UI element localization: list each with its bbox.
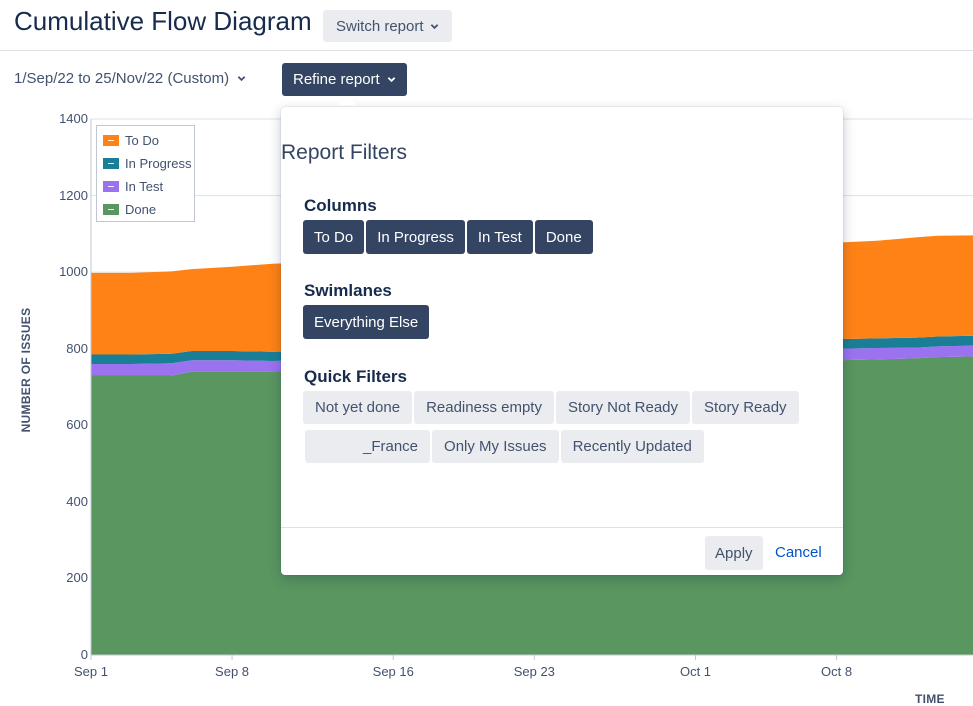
- columns-filter-group: To Do In Progress In Test Done: [303, 220, 593, 254]
- x-tick-label: Oct 1: [679, 664, 712, 679]
- y-tick-label: 1400: [59, 111, 88, 126]
- header-divider: [0, 50, 973, 51]
- cancel-link[interactable]: Cancel: [775, 544, 822, 561]
- refine-report-label: Refine report: [293, 71, 380, 88]
- legend-item-in-progress[interactable]: In Progress: [97, 152, 194, 175]
- quick-filter-only-my-issues[interactable]: Only My Issues: [432, 430, 559, 463]
- legend-swatch: [103, 181, 119, 192]
- column-toggle-in-progress[interactable]: In Progress: [366, 220, 465, 254]
- quick-filters-row-1: Not yet done Readiness empty Story Not R…: [303, 391, 799, 424]
- quick-filter-story-ready[interactable]: Story Ready: [692, 391, 799, 424]
- column-toggle-in-test[interactable]: In Test: [466, 220, 533, 254]
- legend-label: Done: [125, 202, 157, 217]
- x-tick-label: Sep 8: [215, 664, 250, 679]
- column-toggle-done[interactable]: Done: [534, 220, 593, 254]
- x-tick-label: Oct 8: [821, 664, 853, 679]
- swimlane-toggle-everything-else[interactable]: Everything Else: [303, 305, 430, 339]
- y-tick-label: 1000: [59, 264, 88, 280]
- quick-filter-not-yet-done[interactable]: Not yet done: [303, 391, 413, 424]
- y-tick-label: 200: [66, 570, 88, 586]
- x-tick-label: Sep 23: [513, 664, 555, 679]
- legend-swatch: [103, 135, 119, 146]
- page-title: Cumulative Flow Diagram: [14, 6, 312, 36]
- popup-caret: [338, 96, 356, 105]
- chevron-down-icon: [387, 77, 396, 83]
- legend-label: In Test: [125, 179, 164, 194]
- y-tick-label: 1200: [59, 187, 88, 203]
- y-tick-label: 400: [66, 493, 88, 509]
- switch-report-label: Switch report: [336, 17, 424, 35]
- date-range-label: 1/Sep/22 to 25/Nov/22 (Custom): [14, 70, 230, 87]
- legend-label: To Do: [125, 133, 159, 148]
- quick-filter-recently-updated[interactable]: Recently Updated: [560, 430, 704, 463]
- quick-filter-france[interactable]: _France: [305, 430, 431, 463]
- legend-item-in-test[interactable]: In Test: [97, 175, 194, 198]
- legend-label: In Progress: [125, 156, 192, 171]
- x-tick-label: Sep 1: [74, 664, 108, 679]
- legend-item-to-do[interactable]: To Do: [97, 129, 194, 152]
- legend-swatch: [103, 158, 119, 169]
- switch-report-button[interactable]: Switch report: [323, 10, 452, 42]
- apply-button[interactable]: Apply: [705, 536, 763, 570]
- y-axis-label: NUMBER OF ISSUES: [19, 307, 33, 433]
- columns-section-title: Columns: [304, 196, 377, 215]
- quick-filter-readiness-empty[interactable]: Readiness empty: [414, 391, 554, 424]
- y-tick-label: 0: [80, 647, 88, 662]
- y-tick-label: 600: [66, 417, 88, 433]
- quick-filters-row-2: _France Only My Issues Recently Updated: [305, 430, 704, 463]
- column-toggle-todo[interactable]: To Do: [303, 220, 365, 254]
- quick-filter-story-not-ready[interactable]: Story Not Ready: [555, 391, 691, 424]
- date-range-picker[interactable]: 1/Sep/22 to 25/Nov/22 (Custom): [14, 70, 246, 87]
- quick-filters-section-title: Quick Filters: [304, 367, 407, 386]
- x-tick-label: Sep 16: [372, 664, 414, 679]
- refine-report-button[interactable]: Refine report: [282, 63, 407, 96]
- x-axis-label: TIME: [915, 692, 945, 706]
- chevron-down-icon: [430, 23, 438, 29]
- report-filters-popup: Report Filters Columns To Do In Progress…: [281, 107, 843, 575]
- popup-footer-divider: [281, 527, 843, 528]
- y-tick-label: 800: [66, 340, 88, 356]
- popup-title: Report Filters: [281, 141, 408, 164]
- swimlanes-filter-group: Everything Else: [303, 305, 430, 339]
- legend-item-done[interactable]: Done: [97, 198, 194, 221]
- chart-legend: To Do In Progress In Test Done: [96, 125, 195, 222]
- swimlanes-section-title: Swimlanes: [304, 281, 392, 300]
- chevron-down-icon: [237, 76, 246, 82]
- legend-swatch: [103, 204, 119, 215]
